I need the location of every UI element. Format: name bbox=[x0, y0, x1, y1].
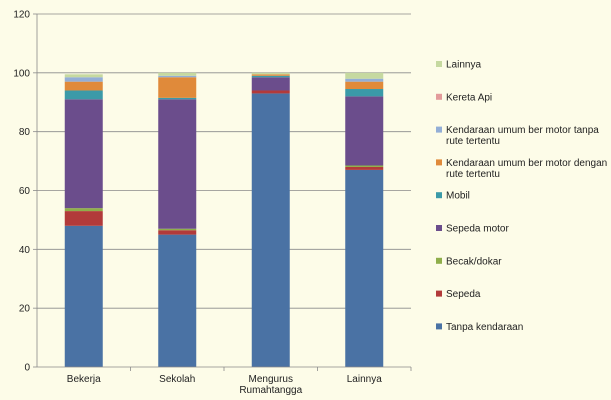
y-tick-label: 40 bbox=[19, 245, 31, 256]
legend-swatch bbox=[436, 257, 442, 264]
legend-swatch bbox=[436, 290, 442, 297]
bar-segment bbox=[64, 208, 103, 212]
category-label: Rumahtangga bbox=[239, 385, 302, 396]
category-label: Mengurus bbox=[249, 374, 293, 385]
bar-segment bbox=[345, 169, 384, 367]
bar-segment bbox=[345, 96, 384, 166]
bar-segment bbox=[345, 78, 384, 82]
legend-swatch bbox=[436, 93, 442, 100]
bar-segment bbox=[251, 90, 290, 94]
legend-swatch bbox=[436, 126, 442, 133]
bar-segment bbox=[64, 81, 103, 91]
bar-segment bbox=[345, 89, 384, 97]
bar-segment bbox=[251, 77, 290, 91]
bar-segment bbox=[64, 211, 103, 226]
y-tick-label: 120 bbox=[13, 10, 30, 21]
legend-label: Sepeda motor bbox=[446, 224, 509, 235]
y-tick-label: 0 bbox=[24, 363, 30, 374]
bars bbox=[64, 72, 384, 368]
legend-label: Kereta Api bbox=[446, 92, 492, 103]
y-tick-label: 100 bbox=[13, 68, 30, 79]
bar-segment bbox=[158, 77, 197, 98]
legend-label: rute tertentu bbox=[446, 169, 500, 180]
bar-segment bbox=[251, 93, 290, 368]
legend-swatch bbox=[436, 192, 442, 199]
bar-segment bbox=[158, 228, 197, 231]
legend-label: rute tertentu bbox=[446, 136, 500, 147]
bar-segment bbox=[345, 165, 384, 167]
bar-segment bbox=[251, 75, 290, 78]
axes bbox=[33, 13, 412, 371]
legend-swatch bbox=[436, 225, 442, 231]
bar-segment bbox=[158, 97, 197, 100]
bar-segment bbox=[64, 77, 103, 82]
bar-segment bbox=[345, 81, 384, 90]
legend-label: Kendaraan umum ber motor dengan bbox=[446, 158, 607, 169]
bar-segment bbox=[64, 99, 103, 209]
bar-segment bbox=[64, 90, 103, 100]
bar-segment bbox=[158, 75, 197, 78]
category-label: Bekerja bbox=[67, 374, 101, 385]
legend-swatch bbox=[436, 159, 442, 166]
legend-swatch bbox=[436, 323, 442, 330]
category-label: Lainnya bbox=[347, 374, 382, 385]
category-label: Sekolah bbox=[159, 374, 195, 385]
bar-segment bbox=[158, 234, 197, 367]
bar-segment bbox=[158, 99, 197, 229]
legend-label: Mobil bbox=[446, 191, 470, 202]
legend: Lainnya Kereta Api Kendaraan umum ber moto… bbox=[436, 60, 607, 333]
bar-segment bbox=[64, 74, 103, 78]
legend-label: Sepeda bbox=[446, 289, 481, 300]
bar-segment bbox=[345, 166, 384, 170]
legend-label: Tanpa kendaraan bbox=[446, 322, 523, 333]
bar-segment bbox=[251, 72, 290, 75]
bar-segment bbox=[158, 72, 197, 76]
y-tick-label: 60 bbox=[19, 186, 31, 197]
legend-swatch bbox=[436, 61, 442, 67]
bar-segment bbox=[345, 72, 384, 79]
legend-label: Becak/dokar bbox=[446, 256, 502, 267]
legend-label: Kendaraan umum ber motor tanpa bbox=[446, 125, 599, 136]
y-tick-labels: 0 20 40 60 80 100 120 bbox=[13, 10, 30, 374]
y-tick-label: 20 bbox=[19, 304, 31, 315]
y-tick-label: 80 bbox=[19, 127, 31, 138]
bar-segment bbox=[158, 230, 197, 235]
legend-label: Lainnya bbox=[446, 60, 481, 71]
bar-segment bbox=[251, 74, 290, 76]
bar-segment bbox=[64, 225, 103, 367]
